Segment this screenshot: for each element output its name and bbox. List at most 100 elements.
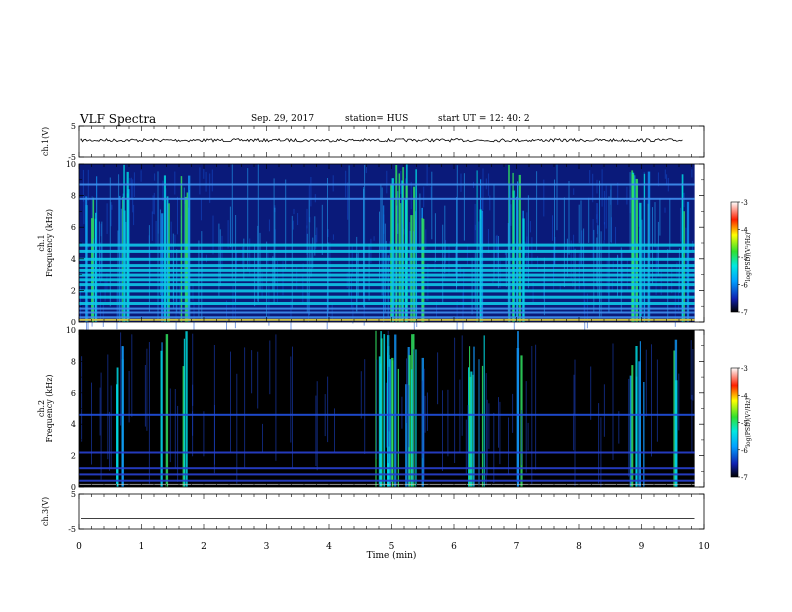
vertical-streak — [556, 164, 558, 231]
vertical-streak — [498, 397, 499, 448]
narrowband-line — [79, 483, 695, 485]
colorbar-tick-label: -7 — [741, 309, 748, 317]
narrowband-line — [79, 316, 695, 319]
sferic-burst — [394, 334, 397, 487]
vertical-streak — [192, 333, 194, 406]
vertical-streak — [527, 195, 529, 289]
x-tick-label: 10 — [698, 542, 710, 552]
noise-streak — [592, 218, 594, 260]
vertical-streak — [148, 225, 150, 313]
colorbar-tick-label: -4 — [741, 392, 748, 400]
sferic-burst — [415, 349, 417, 487]
noise-streak — [592, 173, 594, 203]
sferic-burst — [673, 350, 676, 487]
vertical-streak — [384, 223, 386, 312]
vertical-streak — [120, 208, 122, 319]
vertical-streak — [657, 221, 659, 276]
colorbar-tick-label: -3 — [741, 199, 748, 207]
sferic-burst — [634, 175, 636, 322]
sferic-burst — [635, 346, 638, 487]
vertical-streak — [486, 399, 488, 475]
noise-streak — [99, 242, 101, 284]
vertical-streak — [247, 168, 249, 271]
noise-streak — [212, 215, 214, 255]
vertical-streak — [381, 187, 383, 296]
noise-streak — [405, 178, 407, 184]
vertical-streak — [203, 411, 205, 457]
noise-streak — [489, 195, 491, 211]
vertical-streak — [603, 384, 605, 437]
noise-streak — [400, 170, 402, 195]
vertical-streak — [262, 423, 263, 453]
sferic-burst — [468, 367, 470, 487]
noise-streak — [133, 204, 135, 226]
noise-streak — [170, 221, 172, 258]
vertical-streak — [578, 204, 580, 244]
noise-streak — [276, 261, 278, 303]
vertical-streak — [269, 340, 271, 395]
sferic-burst — [405, 384, 408, 487]
vertical-streak — [189, 190, 190, 308]
noise-streak — [332, 175, 334, 192]
vertical-streak — [691, 394, 693, 452]
noise-streak — [140, 170, 142, 182]
sferic-burst — [470, 371, 473, 487]
y-tick-label: 4 — [71, 420, 76, 429]
vertical-streak — [110, 385, 112, 469]
colorbar — [730, 367, 739, 478]
sferic-burst — [400, 203, 402, 322]
noise-streak — [589, 170, 591, 184]
noise-streak — [205, 171, 207, 192]
noise-streak — [282, 261, 284, 296]
sferic-burst — [398, 173, 400, 322]
vertical-streak — [285, 179, 287, 271]
noise-streak — [332, 234, 334, 240]
vertical-streak — [395, 253, 397, 300]
vertical-streak — [678, 373, 680, 431]
vertical-streak — [499, 401, 501, 465]
vertical-streak — [131, 334, 133, 417]
noise-streak — [209, 173, 211, 203]
vertical-streak — [692, 349, 694, 401]
noise-streak — [290, 300, 292, 332]
date-label: Sep. 29, 2017 — [251, 114, 315, 124]
noise-streak — [478, 221, 480, 251]
vertical-streak — [437, 352, 439, 405]
noise-streak — [100, 291, 101, 321]
noise-streak — [100, 223, 102, 237]
vertical-streak — [629, 172, 631, 252]
y-axis-label: Frequency (kHz) — [45, 209, 54, 277]
noise-streak — [102, 303, 104, 327]
y-tick-label: 0 — [71, 318, 76, 327]
vertical-streak — [597, 225, 599, 299]
vertical-streak — [669, 198, 671, 252]
narrowband-line — [79, 295, 695, 299]
vertical-streak — [467, 405, 469, 468]
vertical-streak — [363, 188, 365, 308]
sferic-burst — [508, 185, 511, 322]
start-time-label: start UT = 12: 40: 2 — [438, 114, 530, 124]
vertical-streak — [315, 395, 317, 466]
vertical-streak — [590, 366, 592, 420]
sferic-burst — [643, 382, 645, 487]
vertical-streak — [596, 237, 598, 287]
vertical-streak — [334, 408, 335, 453]
sferic-burst — [387, 352, 389, 487]
sferic-burst — [681, 174, 684, 322]
noise-streak — [596, 214, 598, 223]
vertical-streak — [146, 348, 148, 431]
noise-streak — [552, 215, 553, 241]
vertical-streak — [455, 247, 457, 276]
noise-streak — [638, 198, 640, 227]
narrowband-line — [79, 451, 695, 454]
noise-streak — [482, 168, 484, 211]
noise-streak — [174, 171, 176, 195]
vertical-streak — [259, 232, 261, 291]
chart-title: VLF Spectra — [80, 112, 157, 126]
noise-streak — [149, 251, 151, 286]
vertical-streak — [512, 393, 514, 433]
y-axis-label: ch.3(V) — [41, 497, 50, 526]
vertical-streak — [257, 351, 259, 409]
vertical-streak — [81, 356, 83, 442]
vertical-streak — [651, 344, 652, 457]
